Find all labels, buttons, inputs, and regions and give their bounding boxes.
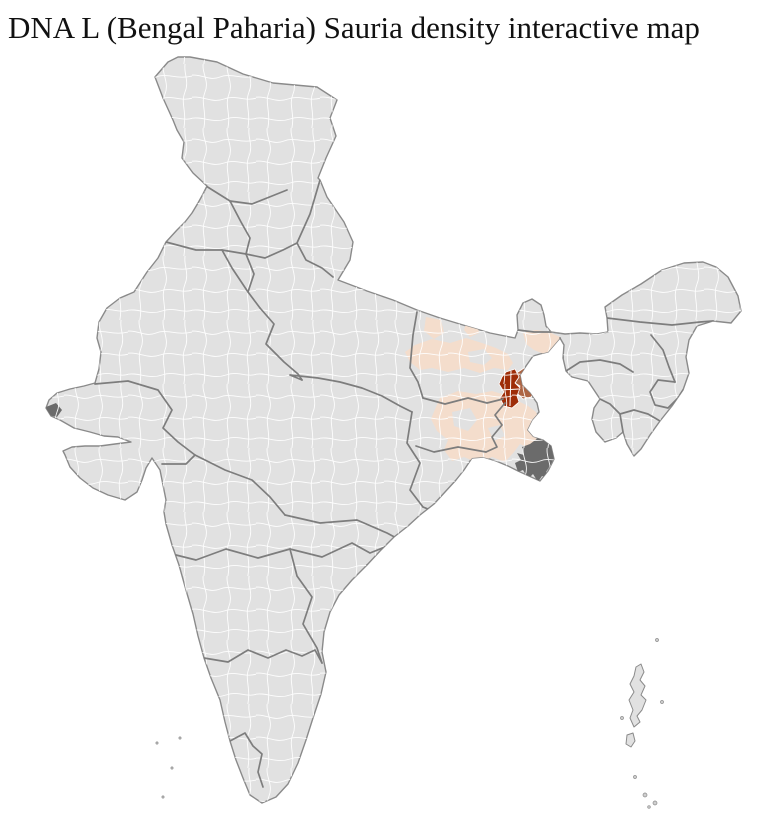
island-dot [178, 736, 182, 740]
island-dot [620, 716, 624, 720]
map-title: DNA L (Bengal Paharia) Sauria density in… [8, 10, 700, 45]
lakshadweep-islands[interactable] [155, 736, 182, 799]
district-medium-density[interactable] [514, 367, 538, 400]
island-dot [633, 775, 637, 779]
andaman-nicobar-islands[interactable] [620, 638, 664, 809]
island-dot [647, 805, 651, 809]
island-dot [652, 800, 658, 806]
island-dot [155, 741, 159, 745]
island-dot [642, 792, 648, 798]
island-dot [655, 638, 659, 642]
island-dot [161, 795, 165, 799]
island-dot [660, 700, 664, 704]
andaman-main-island [628, 663, 647, 728]
island-dot [170, 766, 174, 770]
little-andaman-island [625, 732, 636, 748]
